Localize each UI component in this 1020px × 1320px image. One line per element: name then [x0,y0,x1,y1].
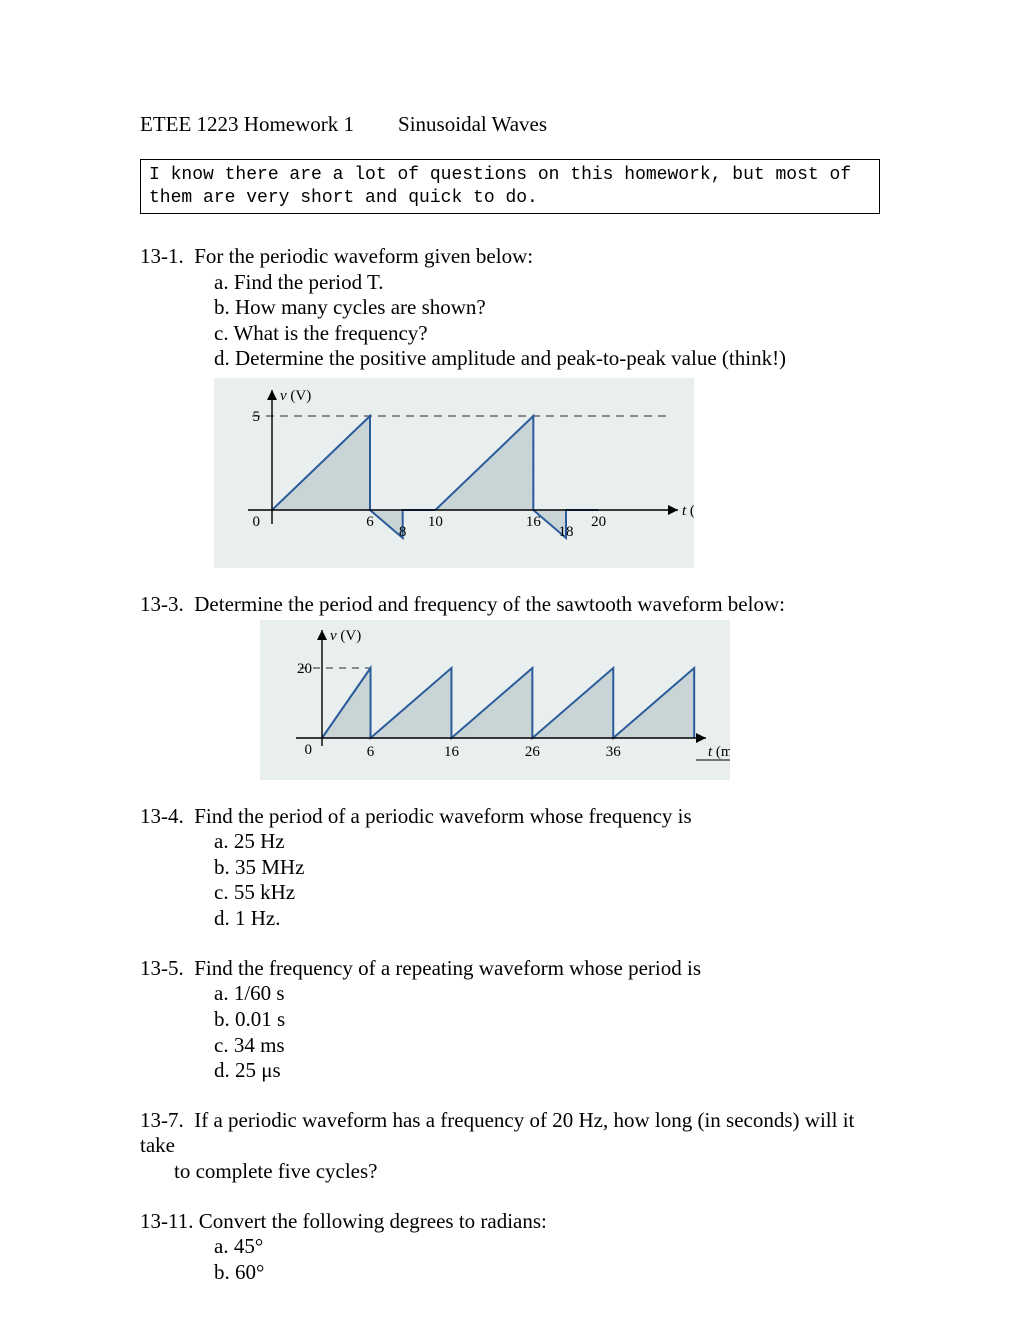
svg-text:6: 6 [366,514,374,530]
page: ETEE 1223 Homework 1 Sinusoidal Waves I k… [0,0,1020,1320]
subpart: d. 1 Hz. [214,906,880,932]
problem-13-5: 13-5. Find the frequency of a repeating … [140,956,880,1084]
problem-number: 13-5. [140,956,184,980]
svg-text:8: 8 [399,524,407,540]
note-text: I know there are a lot of questions on t… [149,165,851,208]
svg-text:26: 26 [525,744,541,760]
svg-text:t (ms): t (ms) [682,503,694,519]
problem-number: 13-7. [140,1108,184,1132]
problem-13-4: 13-4. Find the period of a periodic wave… [140,804,880,932]
subpart: a. 1/60 s [214,981,880,1007]
problem-number: 13-4. [140,804,184,828]
problem-text: Find the period of a periodic waveform w… [194,804,691,828]
subpart: b. 0.01 s [214,1007,880,1033]
subpart: c. 55 kHz [214,880,880,906]
svg-text:20: 20 [297,661,312,677]
figure-13-1: v (V) 5 0 6 8 10 16 18 20 t (ms) [140,378,880,568]
problem-13-7: 13-7. If a periodic waveform has a frequ… [140,1108,880,1185]
problem-text: Determine the period and frequency of th… [194,592,785,616]
subpart: d. Determine the positive amplitude and … [214,346,880,372]
subparts: a. Find the period T. b. How many cycles… [140,270,880,372]
svg-text:18: 18 [559,524,574,540]
figure-13-3: v (V) 20 0 6 16 26 36 t (ms) [140,620,880,780]
page-title: ETEE 1223 Homework 1 Sinusoidal Waves [140,112,880,137]
subpart: c. What is the frequency? [214,321,880,347]
svg-text:6: 6 [367,744,375,760]
subpart: d. 25 μs [214,1058,880,1084]
svg-text:0: 0 [253,514,261,530]
svg-text:t (ms): t (ms) [708,744,730,760]
problem-13-3: 13-3. Determine the period and frequency… [140,592,880,780]
subparts: a. 45° b. 60° [140,1234,880,1285]
subpart: b. 60° [214,1260,880,1286]
topic: Sinusoidal Waves [398,112,547,136]
problem-number: 13-11. [140,1209,193,1233]
sawtooth-figure: v (V) 20 0 6 16 26 36 t (ms) [260,620,730,780]
problem-text: If a periodic waveform has a frequency o… [140,1108,854,1158]
problem-text: Convert the following degrees to radians… [199,1209,547,1233]
svg-text:5: 5 [253,409,261,425]
subparts: a. 25 Hz b. 35 MHz c. 55 kHz d. 1 Hz. [140,829,880,931]
svg-text:0: 0 [305,742,313,758]
problem-text-cont: to complete five cycles? [140,1159,880,1185]
problem-13-11: 13-11. Convert the following degrees to … [140,1209,880,1286]
waveform-figure: v (V) 5 0 6 8 10 16 18 20 t (ms) [214,378,694,568]
subpart: b. 35 MHz [214,855,880,881]
svg-text:16: 16 [444,744,460,760]
subparts: a. 1/60 s b. 0.01 s c. 34 ms d. 25 μs [140,981,880,1083]
subpart: a. 45° [214,1234,880,1260]
svg-text:36: 36 [606,744,622,760]
problem-text: Find the frequency of a repeating wavefo… [194,956,701,980]
subpart: a. 25 Hz [214,829,880,855]
svg-text:20: 20 [591,514,606,530]
svg-text:v (V): v (V) [280,388,311,404]
problem-number: 13-3. [140,592,184,616]
svg-text:v (V): v (V) [330,628,361,644]
course-code: ETEE 1223 Homework 1 [140,112,354,136]
problem-number: 13-1. [140,244,184,268]
note-box: I know there are a lot of questions on t… [140,159,880,214]
subpart: a. Find the period T. [214,270,880,296]
subpart: b. How many cycles are shown? [214,295,880,321]
svg-text:10: 10 [428,514,443,530]
svg-text:16: 16 [526,514,542,530]
problem-text: For the periodic waveform given below: [194,244,533,268]
subpart: c. 34 ms [214,1033,880,1059]
problem-13-1: 13-1. For the periodic waveform given be… [140,244,880,568]
